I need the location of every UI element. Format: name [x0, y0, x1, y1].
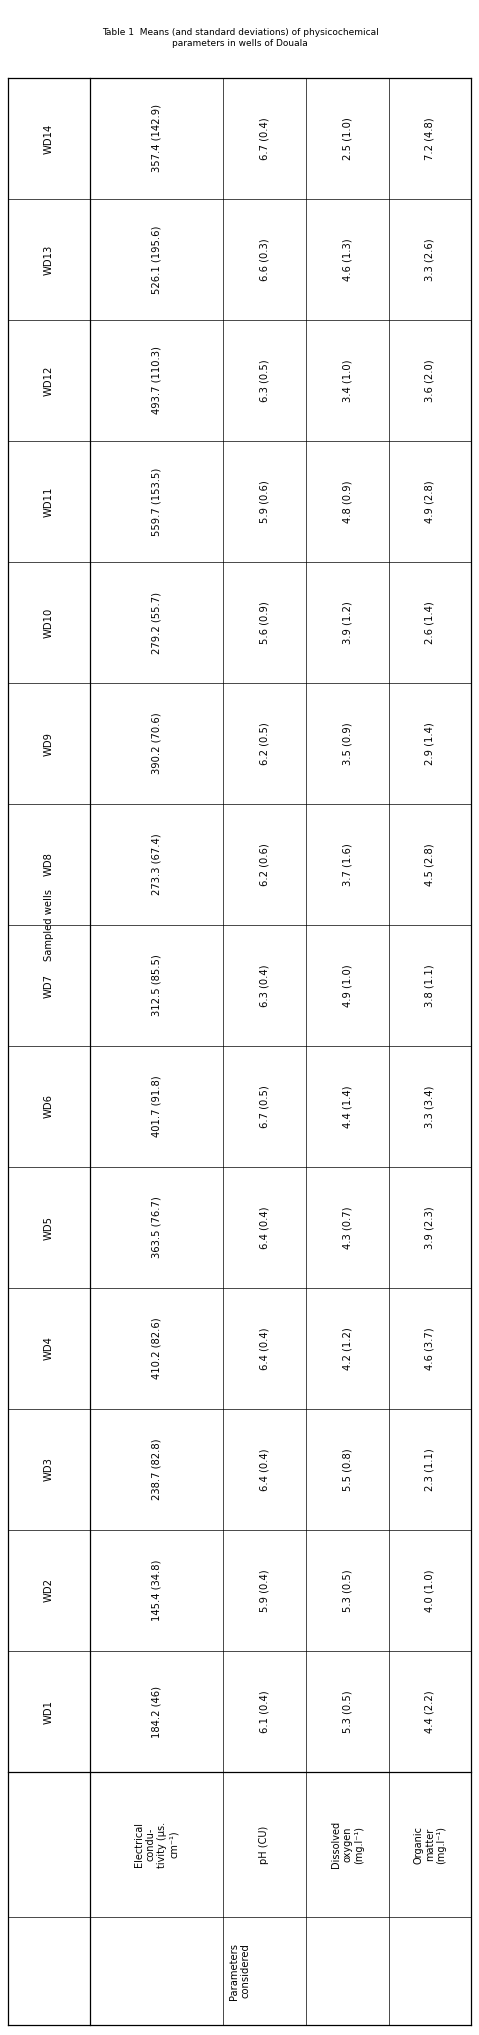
Text: 5.3 (0.5): 5.3 (0.5) — [342, 1569, 353, 1612]
Text: 4.0 (1.0): 4.0 (1.0) — [425, 1569, 435, 1612]
Text: 3.7 (1.6): 3.7 (1.6) — [342, 842, 353, 885]
Text: WD4: WD4 — [44, 1337, 54, 1361]
Text: 6.4 (0.4): 6.4 (0.4) — [260, 1327, 270, 1370]
Text: 6.2 (0.5): 6.2 (0.5) — [260, 722, 270, 765]
Text: 3.9 (1.2): 3.9 (1.2) — [342, 600, 353, 643]
Text: 4.9 (1.0): 4.9 (1.0) — [342, 965, 353, 1007]
Text: Sampled wells: Sampled wells — [44, 889, 54, 961]
Text: 5.3 (0.5): 5.3 (0.5) — [342, 1691, 353, 1734]
Text: 6.4 (0.4): 6.4 (0.4) — [260, 1449, 270, 1492]
Text: 363.5 (76.7): 363.5 (76.7) — [151, 1197, 161, 1258]
Text: 2.5 (1.0): 2.5 (1.0) — [342, 118, 353, 161]
Text: 3.4 (1.0): 3.4 (1.0) — [342, 360, 353, 401]
Text: 401.7 (91.8): 401.7 (91.8) — [151, 1077, 161, 1138]
Text: WD7: WD7 — [44, 973, 54, 997]
Text: 4.8 (0.9): 4.8 (0.9) — [342, 480, 353, 523]
Text: 4.9 (2.8): 4.9 (2.8) — [425, 480, 435, 523]
Text: 3.3 (3.4): 3.3 (3.4) — [425, 1085, 435, 1127]
Text: 559.7 (153.5): 559.7 (153.5) — [151, 468, 161, 535]
Text: 4.4 (2.2): 4.4 (2.2) — [425, 1691, 435, 1734]
Text: WD10: WD10 — [44, 606, 54, 637]
Text: Organic
matter
(mg.l⁻¹): Organic matter (mg.l⁻¹) — [413, 1825, 446, 1864]
Text: WD14: WD14 — [44, 124, 54, 153]
Text: 6.6 (0.3): 6.6 (0.3) — [260, 238, 270, 281]
Text: 312.5 (85.5): 312.5 (85.5) — [151, 954, 161, 1015]
Text: 6.7 (0.4): 6.7 (0.4) — [260, 118, 270, 161]
Text: Table 1  Means (and standard deviations) of physicochemical
parameters in wells : Table 1 Means (and standard deviations) … — [102, 28, 378, 47]
Text: 6.7 (0.5): 6.7 (0.5) — [260, 1085, 270, 1127]
Text: WD6: WD6 — [44, 1095, 54, 1119]
Text: WD12: WD12 — [44, 366, 54, 395]
Text: 3.8 (1.1): 3.8 (1.1) — [425, 965, 435, 1007]
Text: Dissolved
oxygen
(mg.l⁻¹): Dissolved oxygen (mg.l⁻¹) — [331, 1821, 364, 1868]
Text: 145.4 (34.8): 145.4 (34.8) — [151, 1559, 161, 1622]
Text: 184.2 (46): 184.2 (46) — [151, 1685, 161, 1738]
Text: Electrical
condu-
tivity (µs.
cm⁻¹): Electrical condu- tivity (µs. cm⁻¹) — [134, 1821, 179, 1868]
Text: 2.6 (1.4): 2.6 (1.4) — [425, 600, 435, 643]
Text: 5.9 (0.6): 5.9 (0.6) — [260, 480, 270, 523]
Text: 6.2 (0.6): 6.2 (0.6) — [260, 842, 270, 885]
Text: 493.7 (110.3): 493.7 (110.3) — [151, 346, 161, 415]
Text: 4.6 (1.3): 4.6 (1.3) — [342, 238, 353, 281]
Text: 2.3 (1.1): 2.3 (1.1) — [425, 1449, 435, 1492]
Text: 273.3 (67.4): 273.3 (67.4) — [151, 834, 161, 895]
Text: 5.5 (0.8): 5.5 (0.8) — [342, 1449, 353, 1492]
Text: WD1: WD1 — [44, 1699, 54, 1724]
Text: pH (CU): pH (CU) — [260, 1825, 270, 1864]
Text: 279.2 (55.7): 279.2 (55.7) — [151, 592, 161, 653]
Text: 4.6 (3.7): 4.6 (3.7) — [425, 1327, 435, 1370]
Text: 526.1 (195.6): 526.1 (195.6) — [151, 226, 161, 293]
Text: 390.2 (70.6): 390.2 (70.6) — [151, 712, 161, 773]
Text: 4.5 (2.8): 4.5 (2.8) — [425, 842, 435, 885]
Text: Parameters
considered: Parameters considered — [228, 1943, 251, 2000]
Text: WD11: WD11 — [44, 486, 54, 517]
Text: 6.4 (0.4): 6.4 (0.4) — [260, 1207, 270, 1249]
Text: WD8: WD8 — [44, 853, 54, 877]
Text: WD9: WD9 — [44, 731, 54, 755]
Text: 5.9 (0.4): 5.9 (0.4) — [260, 1569, 270, 1612]
Text: WD3: WD3 — [44, 1457, 54, 1481]
Text: 3.9 (2.3): 3.9 (2.3) — [425, 1207, 435, 1249]
Text: 3.5 (0.9): 3.5 (0.9) — [342, 722, 353, 765]
Text: 410.2 (82.6): 410.2 (82.6) — [151, 1319, 161, 1380]
Text: 4.2 (1.2): 4.2 (1.2) — [342, 1327, 353, 1370]
Text: WD2: WD2 — [44, 1579, 54, 1602]
Text: 6.1 (0.4): 6.1 (0.4) — [260, 1691, 270, 1734]
Text: 5.6 (0.9): 5.6 (0.9) — [260, 600, 270, 643]
Text: 7.2 (4.8): 7.2 (4.8) — [425, 118, 435, 161]
Text: 6.3 (0.5): 6.3 (0.5) — [260, 360, 270, 401]
Text: 2.9 (1.4): 2.9 (1.4) — [425, 722, 435, 765]
Text: 238.7 (82.8): 238.7 (82.8) — [151, 1439, 161, 1500]
Text: 3.3 (2.6): 3.3 (2.6) — [425, 238, 435, 281]
Text: 357.4 (142.9): 357.4 (142.9) — [151, 104, 161, 173]
Text: 4.3 (0.7): 4.3 (0.7) — [342, 1207, 353, 1249]
Text: WD13: WD13 — [44, 244, 54, 275]
Text: 4.4 (1.4): 4.4 (1.4) — [342, 1085, 353, 1127]
Text: 3.6 (2.0): 3.6 (2.0) — [425, 360, 435, 401]
Text: 6.3 (0.4): 6.3 (0.4) — [260, 965, 270, 1007]
Text: WD5: WD5 — [44, 1215, 54, 1239]
